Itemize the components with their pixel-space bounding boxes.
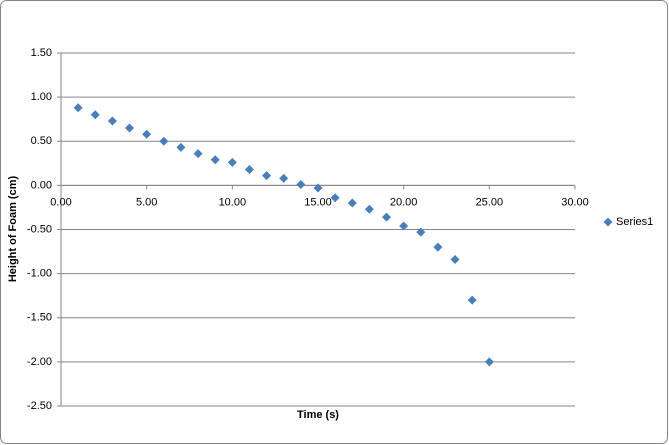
y-tick-label: -0.50 bbox=[27, 223, 52, 235]
x-tick-label: 0.00 bbox=[50, 196, 71, 208]
legend-marker bbox=[603, 217, 613, 227]
x-tick-label: 10.00 bbox=[219, 196, 247, 208]
y-tick-label: -1.50 bbox=[27, 312, 52, 324]
marker bbox=[90, 110, 100, 120]
y-tick-label: 1.00 bbox=[31, 91, 52, 103]
x-tick-label: 30.00 bbox=[561, 196, 589, 208]
x-tick-label: 25.00 bbox=[476, 196, 504, 208]
marker bbox=[193, 149, 203, 159]
legend-label: Series1 bbox=[616, 216, 653, 228]
marker bbox=[450, 255, 460, 265]
marker bbox=[279, 173, 289, 183]
marker bbox=[382, 212, 392, 222]
marker bbox=[467, 295, 477, 305]
x-axis-title: Time (s) bbox=[297, 409, 339, 421]
marker bbox=[107, 116, 117, 126]
marker bbox=[159, 136, 169, 146]
marker bbox=[330, 193, 340, 203]
marker bbox=[262, 171, 272, 181]
marker bbox=[244, 164, 254, 174]
marker bbox=[313, 183, 323, 193]
y-tick-label: 1.50 bbox=[31, 47, 52, 59]
marker bbox=[73, 103, 83, 113]
marker bbox=[416, 227, 426, 237]
y-tick-label: -2.00 bbox=[27, 356, 52, 368]
x-tick-label: 15.00 bbox=[304, 196, 332, 208]
x-tick-label: 20.00 bbox=[390, 196, 418, 208]
y-tick-label: -2.50 bbox=[27, 400, 52, 412]
marker bbox=[364, 204, 374, 214]
marker bbox=[227, 157, 237, 167]
y-axis-title: Height of Foam (cm) bbox=[7, 176, 19, 283]
marker bbox=[176, 142, 186, 152]
marker bbox=[142, 129, 152, 139]
marker bbox=[296, 179, 306, 189]
y-tick-label: -1.00 bbox=[27, 268, 52, 280]
marker bbox=[125, 123, 135, 133]
marker bbox=[210, 155, 220, 165]
x-tick-label: 5.00 bbox=[136, 196, 157, 208]
marker bbox=[433, 242, 443, 252]
marker bbox=[347, 198, 357, 208]
y-tick-label: 0.50 bbox=[31, 135, 52, 147]
marker bbox=[484, 357, 494, 367]
y-tick-label: 0.00 bbox=[31, 179, 52, 191]
marker bbox=[399, 221, 409, 231]
